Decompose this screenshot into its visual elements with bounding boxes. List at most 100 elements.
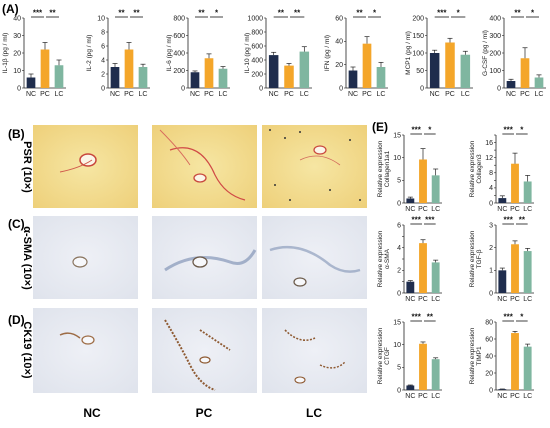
y-axis-label: Relative expressionCTGF — [377, 327, 391, 384]
panel-label-e: (E) — [372, 120, 388, 134]
y-tick-label: 0 — [420, 85, 424, 92]
significance-label: ** — [514, 9, 521, 18]
bar-nc — [26, 77, 36, 88]
y-tick-label: 2 — [489, 245, 493, 252]
bar-lc — [523, 251, 532, 293]
significance-label: * — [428, 126, 432, 135]
y-tick-label: 800 — [251, 29, 263, 36]
y-axis-label: IL-1β (pg / ml) — [2, 33, 9, 74]
bar-nc — [406, 281, 415, 293]
significance-label: *** — [411, 313, 421, 322]
bar-pc — [419, 159, 427, 203]
significance-label: *** — [425, 216, 435, 225]
stain-label-asma: α-SMA (10×) — [21, 226, 33, 290]
bar-lc — [523, 346, 532, 390]
y-tick-label: 4 — [397, 245, 401, 252]
y-tick-label: 400 — [251, 57, 263, 64]
x-tick-label: LC — [139, 91, 148, 98]
x-tick-label: LC — [377, 91, 386, 98]
x-tick-label: NC — [110, 91, 120, 98]
x-tick-label: PC — [445, 91, 455, 98]
micrograph-asma-nc — [33, 216, 138, 299]
bar-pc — [284, 65, 294, 88]
y-axis-label: IL-10 (pg / ml) — [244, 33, 251, 73]
bar-lc — [534, 77, 544, 88]
x-tick-label: NC — [348, 91, 358, 98]
bar-pc — [511, 333, 519, 390]
bar-lc — [299, 51, 310, 88]
bar-nc — [110, 67, 120, 88]
y-tick-label: 0 — [17, 85, 21, 92]
significance-label: * — [373, 9, 377, 18]
x-tick-label: LC — [300, 91, 309, 98]
bar-pc — [40, 49, 50, 88]
y-tick-label: 200 — [251, 71, 263, 78]
significance-label: *** — [503, 313, 513, 322]
x-tick-label: LC — [523, 206, 532, 213]
bar-pc — [204, 58, 214, 88]
y-tick-label: 6 — [397, 222, 401, 229]
y-axis-label: Relative expressionα-SMA — [377, 230, 391, 287]
chart-1: 0 2 4 6 8 10 IL-2 (pg / ml) NC PC LC ** ** — [86, 9, 150, 98]
y-tick-label: 15 — [393, 132, 401, 139]
stain-label-psr: PSR (10×) — [21, 141, 33, 193]
y-tick-label: 10 — [393, 155, 401, 162]
y-axis-label-line: Relative expression — [469, 230, 476, 287]
y-tick-label: 0 — [259, 85, 263, 92]
micrograph-ck19-lc — [262, 308, 367, 393]
y-tick-label: 80 — [485, 319, 493, 326]
y-axis-label: Relative expressionCollagen1a1 — [377, 140, 391, 197]
significance-label: *** — [437, 9, 447, 18]
bar-nc — [429, 53, 440, 88]
y-tick-label: 0 — [397, 290, 401, 297]
y-axis-label-line: Relative expression — [469, 327, 476, 384]
micrograph-ck19-pc — [152, 308, 257, 393]
x-tick-label: PC — [520, 91, 530, 98]
bar-pc — [511, 163, 519, 203]
bar-lc — [523, 181, 532, 203]
significance-label: *** — [503, 216, 513, 225]
y-tick-label: 400 — [173, 50, 185, 57]
y-axis-label: MCP1 (pg / ml) — [405, 31, 412, 75]
x-tick-label: PC — [510, 393, 520, 400]
y-axis-label-line: Collagen3 — [476, 154, 483, 184]
x-tick-label: NC — [26, 91, 36, 98]
y-tick-label: 1 — [489, 268, 493, 275]
y-tick-label: 400 — [489, 15, 501, 22]
y-tick-label: 20 — [485, 370, 493, 377]
y-axis-label: G-CSF (pg / ml) — [482, 30, 489, 76]
significance-label: ** — [356, 9, 363, 18]
group-label-pc: PC — [196, 406, 213, 420]
bar-lc — [431, 262, 440, 293]
y-tick-label: 0 — [497, 85, 501, 92]
y-tick-label: 0 — [181, 85, 185, 92]
y-axis-label: IL-6 (pg / ml) — [166, 35, 173, 72]
significance-label: *** — [33, 9, 43, 18]
y-axis-label: Relative expressionTGF-β — [469, 230, 483, 287]
y-axis-label: IL-2 (pg / ml) — [86, 35, 93, 72]
y-tick-label: 800 — [173, 15, 185, 22]
panel-label-a: (A) — [2, 2, 19, 16]
y-tick-label: 4 — [489, 185, 493, 192]
y-tick-label: 300 — [489, 33, 501, 40]
y-tick-label: 1000 — [247, 15, 263, 22]
y-tick-label: 10 — [97, 15, 105, 22]
significance-label: * — [215, 9, 219, 18]
micrograph-psr-nc — [33, 125, 138, 208]
bar-pc — [520, 58, 530, 88]
micrograph-ck19-nc — [33, 308, 138, 393]
y-tick-label: 200 — [412, 15, 424, 22]
significance-label: * — [531, 9, 535, 18]
x-tick-label: PC — [284, 91, 294, 98]
bar-nc — [190, 72, 200, 88]
significance-label: * — [457, 9, 461, 18]
y-tick-label: 0 — [397, 200, 401, 207]
psr-vessel-features — [59, 129, 361, 201]
y-tick-label: 12 — [485, 155, 493, 162]
panel-label-b: (B) — [8, 127, 25, 141]
